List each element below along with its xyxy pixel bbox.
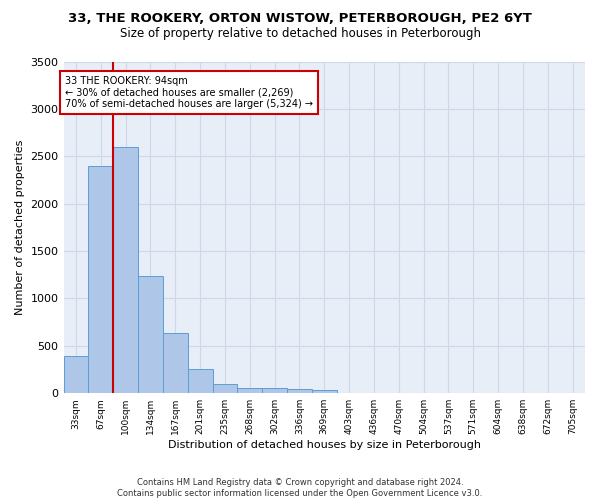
Text: Contains HM Land Registry data © Crown copyright and database right 2024.
Contai: Contains HM Land Registry data © Crown c… <box>118 478 482 498</box>
Bar <box>163 332 188 393</box>
Bar <box>312 390 337 393</box>
Bar <box>262 388 287 393</box>
Bar <box>287 390 312 393</box>
Text: 33, THE ROOKERY, ORTON WISTOW, PETERBOROUGH, PE2 6YT: 33, THE ROOKERY, ORTON WISTOW, PETERBORO… <box>68 12 532 26</box>
Bar <box>138 276 163 393</box>
X-axis label: Distribution of detached houses by size in Peterborough: Distribution of detached houses by size … <box>168 440 481 450</box>
Bar <box>212 384 238 393</box>
Bar <box>64 356 88 393</box>
Text: Size of property relative to detached houses in Peterborough: Size of property relative to detached ho… <box>119 28 481 40</box>
Text: 33 THE ROOKERY: 94sqm
← 30% of detached houses are smaller (2,269)
70% of semi-d: 33 THE ROOKERY: 94sqm ← 30% of detached … <box>65 76 313 109</box>
Y-axis label: Number of detached properties: Number of detached properties <box>15 140 25 315</box>
Bar <box>188 368 212 393</box>
Bar <box>88 166 113 393</box>
Bar <box>113 147 138 393</box>
Bar <box>238 388 262 393</box>
